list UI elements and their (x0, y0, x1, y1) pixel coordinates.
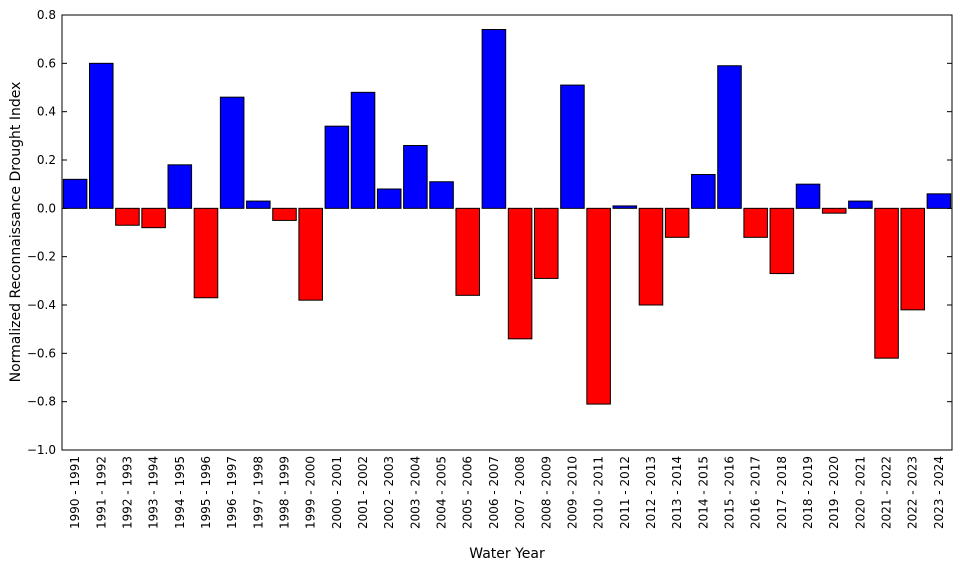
bar (743, 207, 768, 238)
x-tick-label: 2007 - 2008 (513, 456, 527, 529)
x-tick-label: 2020 - 2021 (853, 456, 867, 529)
x-tick-label: 2022 - 2023 (906, 456, 920, 529)
plot-frame (61, 14, 953, 451)
x-tick-label: 2015 - 2016 (723, 456, 737, 529)
x-tick-label: 2023 - 2024 (932, 456, 946, 529)
bar (193, 207, 219, 299)
x-tick-label: 2000 - 2001 (330, 456, 344, 529)
x-tick-label: 2013 - 2014 (670, 456, 684, 529)
bar (115, 207, 140, 226)
bar (376, 188, 402, 209)
x-tick-label: 2004 - 2005 (435, 456, 449, 529)
bar (900, 207, 926, 311)
x-tick-label: 2001 - 2002 (356, 456, 370, 529)
x-tick-label: 1998 - 1999 (278, 456, 292, 529)
y-tick-label: 0.8 (37, 8, 56, 22)
bar (298, 207, 323, 301)
x-tick-label: 2018 - 2019 (801, 456, 815, 529)
x-tick-label: 1992 - 1993 (120, 456, 134, 529)
bar (848, 200, 873, 209)
x-tick-label: 2006 - 2007 (487, 456, 501, 529)
x-tick-label: 2011 - 2012 (618, 456, 632, 529)
bar (821, 207, 847, 214)
bar (167, 164, 193, 209)
bar (769, 207, 795, 275)
x-tick-label: 1991 - 1992 (94, 456, 108, 529)
x-tick-label: 2002 - 2003 (382, 456, 396, 529)
bar (560, 84, 585, 209)
bar (141, 207, 166, 229)
y-tick-label: 0.0 (37, 201, 56, 215)
bar (219, 96, 245, 209)
y-tick-label: −0.2 (27, 250, 56, 264)
x-tick-label: 2021 - 2022 (880, 456, 894, 529)
x-tick-label: 1993 - 1994 (147, 456, 161, 529)
y-tick-label: −0.6 (27, 346, 56, 360)
x-tick-label: 2005 - 2006 (461, 456, 475, 529)
x-tick-label: 2019 - 2020 (827, 456, 841, 529)
bar (717, 65, 742, 209)
x-tick-label: 2016 - 2017 (749, 456, 763, 529)
bar (403, 145, 428, 209)
x-tick-label: 2017 - 2018 (775, 456, 789, 529)
y-tick-label: −0.8 (27, 395, 56, 409)
bar (795, 183, 821, 209)
bar (691, 174, 716, 209)
bar (481, 29, 507, 209)
bar (246, 200, 271, 209)
bar (533, 207, 559, 279)
x-tick-label: 2003 - 2004 (408, 456, 422, 529)
bar (429, 181, 454, 209)
y-tick-label: −0.4 (27, 298, 56, 312)
x-tick-label: 1994 - 1995 (173, 456, 187, 529)
bar (507, 207, 533, 340)
x-tick-label: 1990 - 1991 (68, 456, 82, 529)
x-axis-title: Water Year (469, 546, 545, 562)
bar (586, 207, 611, 405)
bar (88, 62, 114, 209)
x-tick-label: 2008 - 2009 (539, 456, 553, 529)
y-tick-label: 0.4 (37, 105, 56, 119)
x-tick-label: 1996 - 1997 (225, 456, 239, 529)
bar (638, 207, 664, 306)
y-tick-label: −1.0 (27, 443, 56, 457)
bar (272, 207, 297, 221)
bar (612, 205, 638, 209)
y-tick-label: 0.2 (37, 153, 56, 167)
y-axis-title: Normalized Reconnaissance Drought Index (8, 82, 24, 383)
bar (926, 193, 952, 209)
bar (874, 207, 899, 359)
x-tick-label: 2014 - 2015 (696, 456, 710, 529)
bar (62, 178, 88, 209)
y-tick-label: 0.6 (37, 56, 56, 70)
x-tick-label: 2012 - 2013 (644, 456, 658, 529)
bar (350, 91, 376, 209)
x-tick-label: 1999 - 2000 (304, 456, 318, 529)
x-tick-label: 2010 - 2011 (592, 456, 606, 529)
x-tick-label: 1995 - 1996 (199, 456, 213, 529)
x-tick-label: 2009 - 2010 (565, 456, 579, 529)
bar (324, 125, 350, 209)
x-tick-label: 1997 - 1998 (251, 456, 265, 529)
bar (664, 207, 690, 238)
bar (455, 207, 481, 296)
